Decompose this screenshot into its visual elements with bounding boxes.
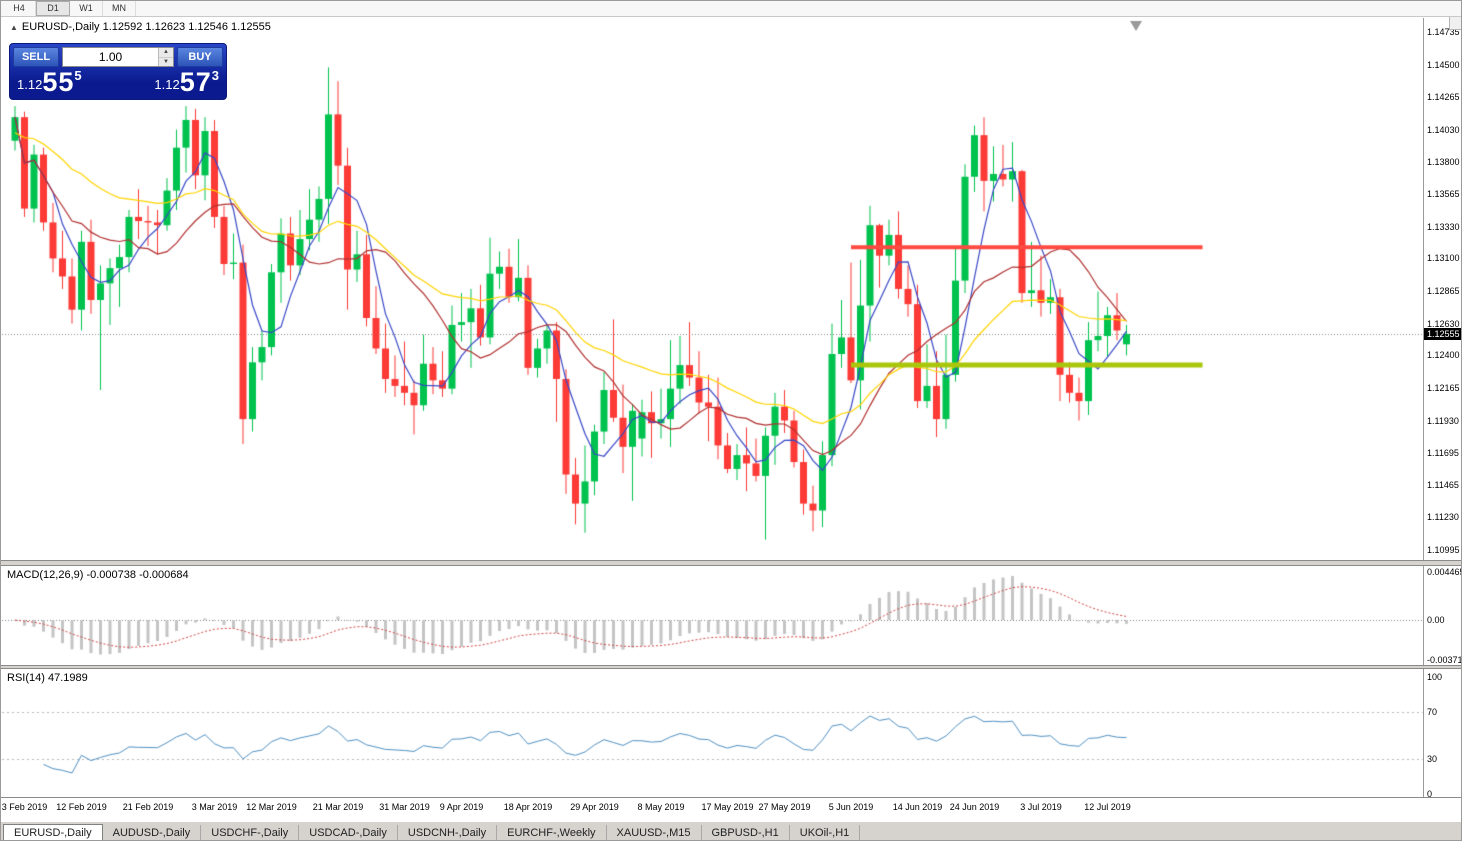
bid-main: 55 [42, 67, 75, 97]
chart-tab-ukoil[interactable]: UKOil-,H1 [790, 825, 861, 840]
one-click-trading-panel: SELL ▲ ▼ BUY 1.12 55 5 1.12 57 3 [9, 43, 227, 100]
chart-tab-bar: EURUSD-,Daily AUDUSD-,Daily USDCHF-,Daily U… [1, 821, 1461, 840]
macd-axis-tick: 0.004465 [1427, 567, 1462, 577]
chart-tab-xauusd[interactable]: XAUUSD-,M15 [607, 825, 702, 840]
sell-button[interactable]: SELL [13, 47, 59, 67]
price-axis-tick: 1.11930 [1427, 415, 1459, 426]
timeframe-button-h4[interactable]: H4 [3, 1, 36, 16]
current-price-tag: 1.12555 [1424, 327, 1461, 340]
price-axis-tick: 1.10995 [1427, 545, 1460, 555]
date-axis-label: 17 May 2019 [701, 802, 754, 812]
price-axis-tick: 1.13800 [1427, 156, 1460, 167]
date-axis-label: 12 Feb 2019 [56, 802, 107, 812]
date-axis-label: 12 Mar 2019 [246, 802, 297, 812]
price-axis-tick: 1.12165 [1427, 382, 1460, 393]
bid-price[interactable]: 1.12 55 5 [13, 69, 118, 96]
panel-splitter-rsi[interactable] [1, 665, 1461, 669]
date-axis-label: 21 Feb 2019 [122, 802, 174, 812]
volume-increase-icon[interactable]: ▲ [159, 48, 173, 58]
rsi-indicator-label: RSI(14) 47.1989 [7, 672, 88, 684]
buy-button[interactable]: BUY [177, 47, 223, 67]
ask-pipette: 3 [211, 68, 219, 83]
price-axis-tick: 1.11465 [1427, 479, 1459, 490]
timeframe-button-w1[interactable]: W1 [70, 1, 103, 16]
chart-tab-eurusd[interactable]: EURUSD-,Daily [3, 824, 103, 840]
chart-tab-gbpusd[interactable]: GBPUSD-,H1 [702, 825, 790, 840]
chart-ohlc-header: ▲ EURUSD-,Daily 1.12592 1.12623 1.12546 … [10, 21, 271, 33]
price-axis-tick: 1.14265 [1427, 92, 1460, 103]
date-axis-label: 5 Jun 2019 [828, 802, 874, 812]
macd-axis-tick: -0.003715 [1427, 654, 1461, 665]
date-axis-label: 21 Mar 2019 [312, 802, 364, 812]
panel-splitter-macd[interactable] [1, 560, 1461, 566]
chart-tab-usdcnh[interactable]: USDCNH-,Daily [398, 825, 498, 840]
price-axis-tick: 1.12865 [1427, 286, 1460, 296]
axis-separator [1423, 18, 1424, 798]
ask-price[interactable]: 1.12 57 3 [118, 69, 223, 96]
macd-indicator-label: MACD(12,26,9) -0.000738 -0.000684 [7, 569, 189, 581]
chart-corner-box [1449, 16, 1461, 30]
date-axis-separator [1, 797, 1461, 798]
rsi-axis-tick: 30 [1427, 753, 1438, 764]
date-axis-label: 12 Jul 2019 [1084, 802, 1131, 812]
chart-tab-usdchf[interactable]: USDCHF-,Daily [201, 825, 300, 840]
date-axis-label: 9 Apr 2019 [439, 802, 484, 812]
date-axis-label: 3 Jul 2019 [1020, 802, 1062, 812]
ask-prefix: 1.12 [154, 77, 180, 92]
date-axis-label: 3 Mar 2019 [191, 802, 238, 812]
price-axis-tick: 1.14030 [1427, 124, 1460, 135]
one-click-toggle-icon[interactable]: ▲ [10, 22, 18, 32]
date-axis-label: 3 Feb 2019 [1, 802, 48, 812]
price-axis-tick: 1.12630 [1427, 318, 1460, 329]
date-axis-label: 24 Jun 2019 [949, 802, 1000, 812]
chart-tab-eurchf[interactable]: EURCHF-,Weekly [497, 825, 607, 840]
rsi-axis-tick: 100 [1427, 672, 1443, 682]
volume-stepper: ▲ ▼ [62, 47, 174, 67]
price-axis-tick: 1.12400 [1427, 350, 1460, 361]
timeframe-button-d1[interactable]: D1 [36, 1, 70, 16]
symbol-ohlc-text: EURUSD-,Daily 1.12592 1.12623 1.12546 1.… [21, 21, 271, 33]
date-axis-label: 29 Apr 2019 [570, 802, 619, 812]
date-axis-label: 8 May 2019 [637, 802, 685, 812]
price-axis-tick: 1.13330 [1427, 221, 1460, 232]
price-axis-tick: 1.11695 [1427, 448, 1459, 459]
price-axis-tick: 1.13100 [1427, 253, 1460, 264]
volume-decrease-icon[interactable]: ▼ [159, 58, 173, 66]
date-axis-label: 31 Mar 2019 [379, 802, 430, 812]
chart-tab-usdcad[interactable]: USDCAD-,Daily [299, 825, 398, 840]
date-axis-label: 14 Jun 2019 [892, 802, 943, 812]
timeframe-button-mn[interactable]: MN [103, 1, 136, 16]
price-axis-tick: 1.14500 [1427, 59, 1460, 70]
rsi-axis-tick: 0 [1427, 789, 1433, 799]
price-axis-tick: 1.14735 [1427, 27, 1460, 37]
bid-pipette: 5 [74, 68, 82, 83]
price-axis-tick: 1.13565 [1427, 189, 1460, 200]
ask-main: 57 [179, 67, 212, 97]
rsi-axis-tick: 70 [1427, 707, 1438, 718]
bid-prefix: 1.12 [17, 77, 43, 92]
date-axis-label: 18 Apr 2019 [503, 802, 553, 812]
volume-input[interactable] [63, 48, 158, 66]
macd-axis-tick: 0.00 [1427, 615, 1445, 625]
date-axis-label: 27 May 2019 [758, 802, 811, 812]
chart-tab-audusd[interactable]: AUDUSD-,Daily [103, 825, 202, 840]
timeframe-toolbar: H4 D1 W1 MN [1, 1, 1461, 17]
price-axis-tick: 1.11230 [1427, 512, 1459, 523]
